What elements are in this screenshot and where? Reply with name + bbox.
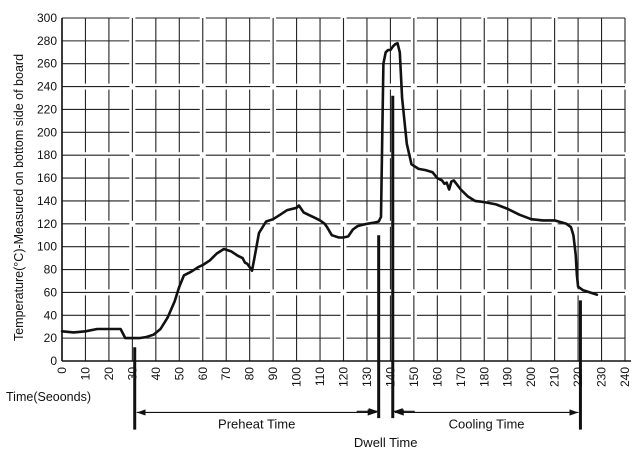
y-tick-label: 260 — [37, 57, 57, 71]
y-tick-label: 180 — [37, 148, 57, 162]
y-tick-label: 140 — [37, 194, 57, 208]
y-tick-label: 100 — [37, 240, 57, 254]
temperature-profile-line — [60, 41, 599, 340]
x-tick-label: 150 — [407, 367, 421, 387]
x-tick-label: 40 — [149, 367, 163, 381]
phase-label: Dwell Time — [354, 435, 418, 450]
labels: Time(Seoonds) Temperature(°C)-Measured o… — [6, 54, 525, 450]
grid — [61, 17, 626, 362]
phase-label: Preheat Time — [218, 416, 295, 431]
axes: 0204060801001201401601802002202402602803… — [37, 11, 632, 387]
x-tick-label: 210 — [548, 367, 562, 387]
phase-markers — [133, 95, 582, 430]
y-tick-label: 160 — [37, 171, 57, 185]
y-tick-label: 300 — [37, 11, 57, 25]
x-tick-label: 140 — [383, 367, 397, 387]
x-tick-label: 70 — [219, 367, 233, 381]
x-tick-label: 230 — [595, 367, 609, 387]
x-tick-label: 240 — [618, 367, 632, 387]
x-tick-label: 120 — [337, 367, 351, 387]
y-tick-label: 20 — [44, 331, 58, 345]
x-axis-title: Time(Seoonds) — [6, 390, 91, 404]
y-tick-label: 280 — [37, 34, 57, 48]
x-tick-label: 80 — [243, 367, 257, 381]
y-tick-label: 80 — [44, 263, 58, 277]
y-axis-title: Temperature(°C)-Measured on bottom side … — [12, 54, 26, 341]
phase-label: Cooling Time — [449, 416, 525, 431]
x-tick-label: 130 — [360, 367, 374, 387]
plot-area — [60, 41, 599, 340]
x-tick-label: 10 — [78, 367, 92, 381]
x-tick-label: 180 — [477, 367, 491, 387]
x-tick-label: 20 — [102, 367, 116, 381]
x-tick-label: 90 — [266, 367, 280, 381]
x-tick-label: 0 — [55, 367, 69, 374]
x-tick-label: 200 — [524, 367, 538, 387]
x-tick-label: 30 — [125, 367, 139, 381]
y-tick-label: 120 — [37, 217, 57, 231]
x-tick-label: 170 — [454, 367, 468, 387]
x-tick-label: 220 — [571, 367, 585, 387]
y-tick-label: 240 — [37, 80, 57, 94]
x-tick-label: 190 — [501, 367, 515, 387]
y-tick-label: 220 — [37, 102, 57, 116]
y-tick-label: 60 — [44, 285, 58, 299]
x-tick-label: 60 — [196, 367, 210, 381]
x-tick-label: 160 — [430, 367, 444, 387]
x-tick-label: 50 — [172, 367, 186, 381]
y-tick-label: 40 — [44, 308, 58, 322]
y-tick-label: 200 — [37, 125, 57, 139]
x-tick-label: 100 — [290, 367, 304, 387]
y-tick-label: 0 — [50, 354, 57, 368]
x-tick-label: 110 — [313, 367, 327, 386]
